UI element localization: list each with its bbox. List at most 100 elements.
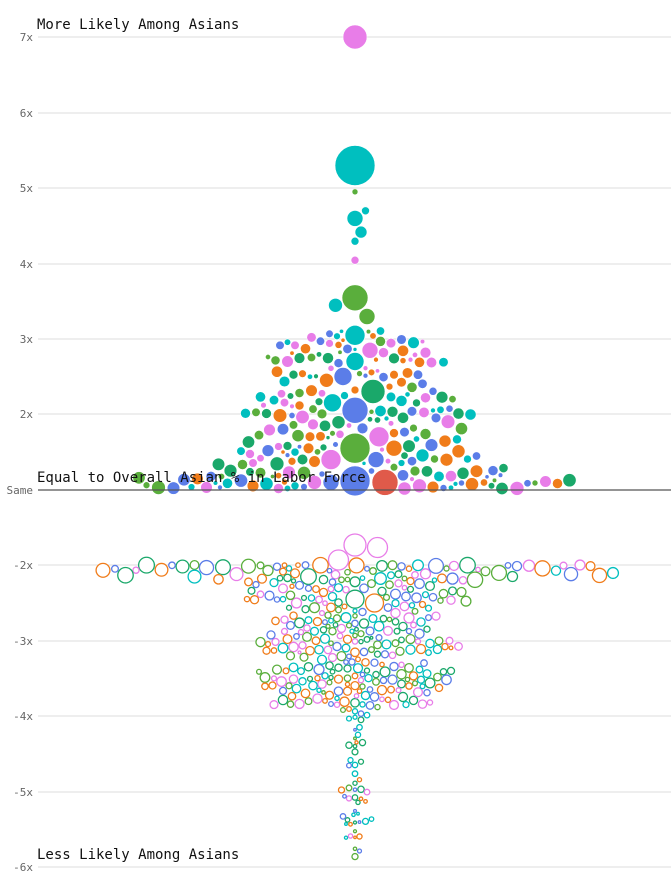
occupation-bubble[interactable]: [289, 611, 298, 620]
occupation-bubble[interactable]: [412, 369, 424, 380]
occupation-bubble[interactable]: [420, 659, 428, 668]
occupation-bubble[interactable]: [283, 573, 292, 583]
occupation-bubble[interactable]: [464, 408, 477, 421]
occupation-bubble[interactable]: [367, 646, 376, 654]
occupation-bubble[interactable]: [344, 576, 351, 583]
occupation-bubble[interactable]: [446, 572, 459, 585]
occupation-bubble[interactable]: [466, 571, 484, 589]
occupation-bubble[interactable]: [352, 846, 358, 852]
occupation-bubble[interactable]: [341, 284, 369, 312]
occupation-bubble[interactable]: [294, 388, 305, 398]
occupation-bubble[interactable]: [451, 444, 466, 459]
occupation-bubble[interactable]: [344, 681, 351, 688]
occupation-bubble[interactable]: [350, 385, 360, 395]
occupation-bubble[interactable]: [142, 481, 151, 489]
occupation-bubble[interactable]: [408, 602, 416, 609]
occupation-bubble[interactable]: [363, 798, 368, 804]
occupation-bubble[interactable]: [326, 602, 336, 613]
occupation-bubble[interactable]: [271, 616, 280, 626]
occupation-bubble[interactable]: [385, 338, 397, 349]
occupation-bubble[interactable]: [389, 463, 399, 472]
occupation-bubble[interactable]: [412, 687, 424, 698]
occupation-bubble[interactable]: [304, 697, 313, 706]
occupation-bubble[interactable]: [205, 471, 217, 482]
occupation-bubble[interactable]: [343, 533, 367, 557]
occupation-bubble[interactable]: [318, 610, 326, 617]
occupation-bubble[interactable]: [315, 595, 323, 604]
occupation-bubble[interactable]: [418, 406, 430, 418]
occupation-bubble[interactable]: [446, 595, 456, 605]
occupation-bubble[interactable]: [253, 430, 265, 441]
occupation-bubble[interactable]: [357, 630, 365, 638]
occupation-bubble[interactable]: [344, 568, 351, 576]
occupation-bubble[interactable]: [409, 476, 415, 482]
occupation-bubble[interactable]: [304, 616, 313, 625]
occupation-bubble[interactable]: [379, 614, 388, 623]
occupation-bubble[interactable]: [323, 645, 333, 655]
occupation-bubble[interactable]: [405, 565, 413, 572]
occupation-bubble[interactable]: [261, 682, 269, 691]
occupation-bubble[interactable]: [334, 598, 343, 607]
occupation-bubble[interactable]: [364, 593, 385, 613]
occupation-bubble[interactable]: [249, 595, 260, 605]
occupation-bubble[interactable]: [351, 770, 359, 778]
occupation-bubble[interactable]: [433, 470, 445, 482]
occupation-bubble[interactable]: [373, 620, 385, 632]
occupation-bubble[interactable]: [418, 600, 427, 609]
occupation-bubble[interactable]: [400, 451, 409, 460]
occupation-bubble[interactable]: [276, 574, 284, 582]
occupation-bubble[interactable]: [396, 334, 407, 345]
occupation-bubble[interactable]: [285, 620, 296, 630]
occupation-bubble[interactable]: [411, 680, 419, 687]
occupation-bubble[interactable]: [443, 565, 450, 572]
occupation-bubble[interactable]: [315, 351, 323, 358]
occupation-bubble[interactable]: [297, 667, 305, 676]
occupation-bubble[interactable]: [312, 693, 323, 704]
occupation-bubble[interactable]: [352, 787, 358, 793]
occupation-bubble[interactable]: [460, 595, 472, 607]
occupation-bubble[interactable]: [301, 605, 310, 614]
occupation-bubble[interactable]: [350, 236, 360, 246]
occupation-bubble[interactable]: [431, 611, 441, 621]
occupation-bubble[interactable]: [504, 561, 512, 569]
occupation-bubble[interactable]: [448, 645, 454, 651]
occupation-bubble[interactable]: [438, 434, 452, 448]
occupation-bubble[interactable]: [387, 674, 398, 685]
occupation-bubble[interactable]: [534, 560, 551, 577]
occupation-bubble[interactable]: [290, 447, 300, 457]
occupation-bubble[interactable]: [424, 614, 433, 622]
occupation-bubble[interactable]: [511, 560, 523, 572]
occupation-bubble[interactable]: [290, 578, 297, 584]
occupation-bubble[interactable]: [261, 444, 275, 457]
occupation-bubble[interactable]: [356, 422, 369, 435]
occupation-bubble[interactable]: [95, 562, 111, 578]
occupation-bubble[interactable]: [352, 820, 358, 825]
occupation-bubble[interactable]: [272, 408, 288, 423]
occupation-bubble[interactable]: [417, 378, 428, 389]
occupation-bubble[interactable]: [362, 365, 369, 371]
occupation-bubble[interactable]: [375, 336, 386, 347]
occupation-bubble[interactable]: [402, 700, 410, 709]
occupation-bubble[interactable]: [343, 664, 352, 673]
occupation-bubble[interactable]: [270, 675, 278, 682]
occupation-bubble[interactable]: [334, 145, 376, 186]
occupation-bubble[interactable]: [373, 640, 382, 650]
occupation-bubble[interactable]: [368, 426, 390, 448]
occupation-bubble[interactable]: [289, 583, 295, 589]
occupation-bubble[interactable]: [409, 465, 421, 477]
occupation-bubble[interactable]: [229, 567, 244, 582]
occupation-bubble[interactable]: [298, 641, 307, 650]
occupation-bubble[interactable]: [340, 391, 349, 400]
occupation-bubble[interactable]: [255, 636, 266, 648]
occupation-bubble[interactable]: [455, 422, 468, 435]
occupation-bubble[interactable]: [480, 478, 488, 487]
occupation-bubble[interactable]: [412, 398, 421, 408]
occupation-bubble[interactable]: [345, 352, 365, 371]
occupation-bubble[interactable]: [374, 572, 387, 585]
occupation-bubble[interactable]: [308, 404, 318, 414]
occupation-bubble[interactable]: [341, 643, 351, 653]
occupation-bubble[interactable]: [325, 623, 331, 629]
occupation-bubble[interactable]: [223, 463, 238, 478]
occupation-bubble[interactable]: [301, 631, 313, 642]
occupation-bubble[interactable]: [358, 308, 376, 325]
